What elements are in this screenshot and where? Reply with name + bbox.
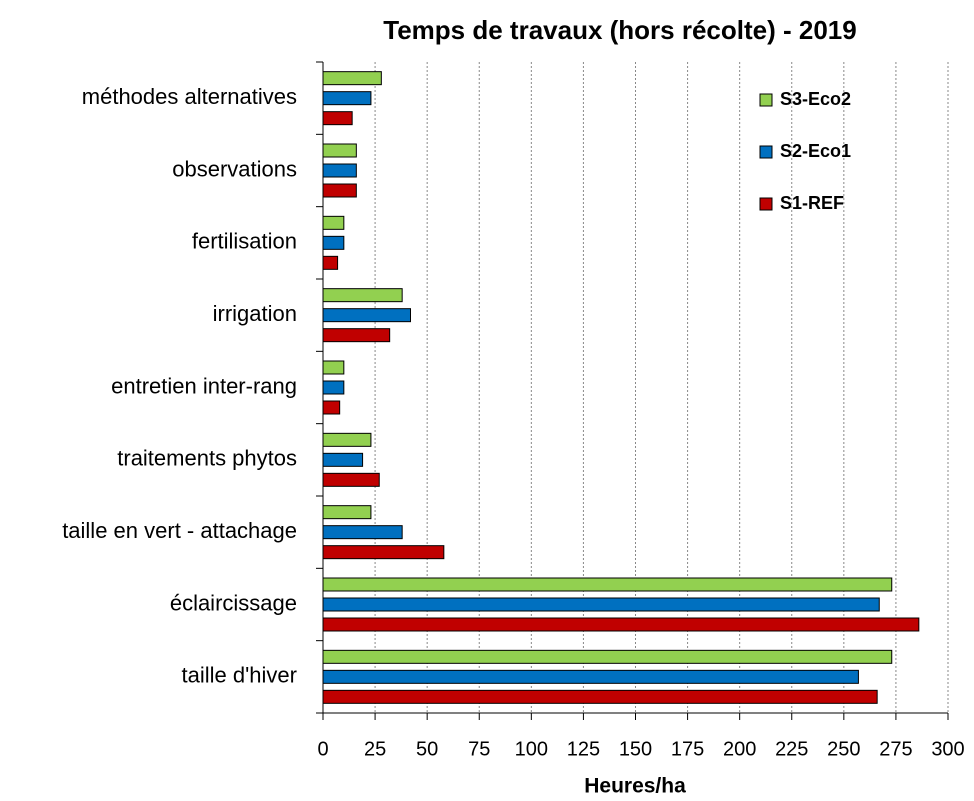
- y-tick-label: fertilisation: [192, 229, 297, 254]
- bar: [322, 328, 391, 343]
- x-tick-label: 275: [879, 738, 912, 760]
- x-tick-label: 250: [827, 738, 860, 760]
- y-tick-label: taille en vert - attachage: [62, 518, 297, 543]
- chart-title: Temps de travaux (hors récolte) - 2019: [383, 15, 856, 45]
- bar: [322, 380, 345, 395]
- y-tick-label: méthodes alternatives: [82, 84, 297, 109]
- bar: [322, 617, 920, 632]
- bar: [322, 472, 380, 487]
- x-tick-label: 175: [671, 738, 704, 760]
- bar: [322, 255, 339, 270]
- legend-label: S1-REF: [780, 193, 844, 213]
- bar: [322, 163, 357, 178]
- bar: [322, 360, 345, 375]
- bar: [322, 91, 372, 106]
- y-tick-label: traitements phytos: [117, 446, 297, 471]
- x-axis-label: Heures/ha: [584, 775, 686, 798]
- bar: [322, 545, 445, 560]
- x-tick-label: 100: [515, 738, 548, 760]
- bar: [322, 649, 893, 664]
- x-tick-label: 200: [723, 738, 756, 760]
- bar: [322, 71, 382, 86]
- bar: [322, 143, 357, 158]
- bar: [322, 183, 357, 198]
- legend-swatch: [759, 145, 773, 159]
- bar: [322, 111, 353, 126]
- bar: [322, 505, 372, 520]
- bar: [322, 235, 345, 250]
- x-tick-label: 25: [364, 738, 386, 760]
- x-tick-label: 125: [567, 738, 600, 760]
- bar: [322, 525, 403, 540]
- x-tick-label: 225: [775, 738, 808, 760]
- bar: [322, 577, 893, 592]
- bar: [322, 597, 880, 612]
- x-tick-label: 75: [468, 738, 490, 760]
- x-tick-label: 300: [931, 738, 964, 760]
- bar: [322, 669, 859, 684]
- legend-label: S2-Eco1: [780, 141, 851, 161]
- x-tick-label: 150: [619, 738, 652, 760]
- bar: [322, 288, 403, 303]
- legend-label: S3-Eco2: [780, 89, 851, 109]
- legend-swatch: [759, 93, 773, 107]
- y-tick-label: observations: [172, 156, 297, 181]
- y-tick-label: irrigation: [213, 301, 297, 326]
- legend-swatch: [759, 197, 773, 211]
- bar: [322, 432, 372, 447]
- bar: [322, 400, 341, 415]
- x-tick-label: 0: [317, 738, 328, 760]
- bar: [322, 215, 345, 230]
- y-tick-label: taille d'hiver: [182, 663, 297, 688]
- y-tick-label: entretien inter-rang: [111, 373, 297, 398]
- bar: [322, 452, 364, 467]
- bar: [322, 689, 878, 704]
- y-tick-label: éclaircissage: [170, 590, 297, 615]
- x-tick-label: 50: [416, 738, 438, 760]
- bar: [322, 308, 411, 323]
